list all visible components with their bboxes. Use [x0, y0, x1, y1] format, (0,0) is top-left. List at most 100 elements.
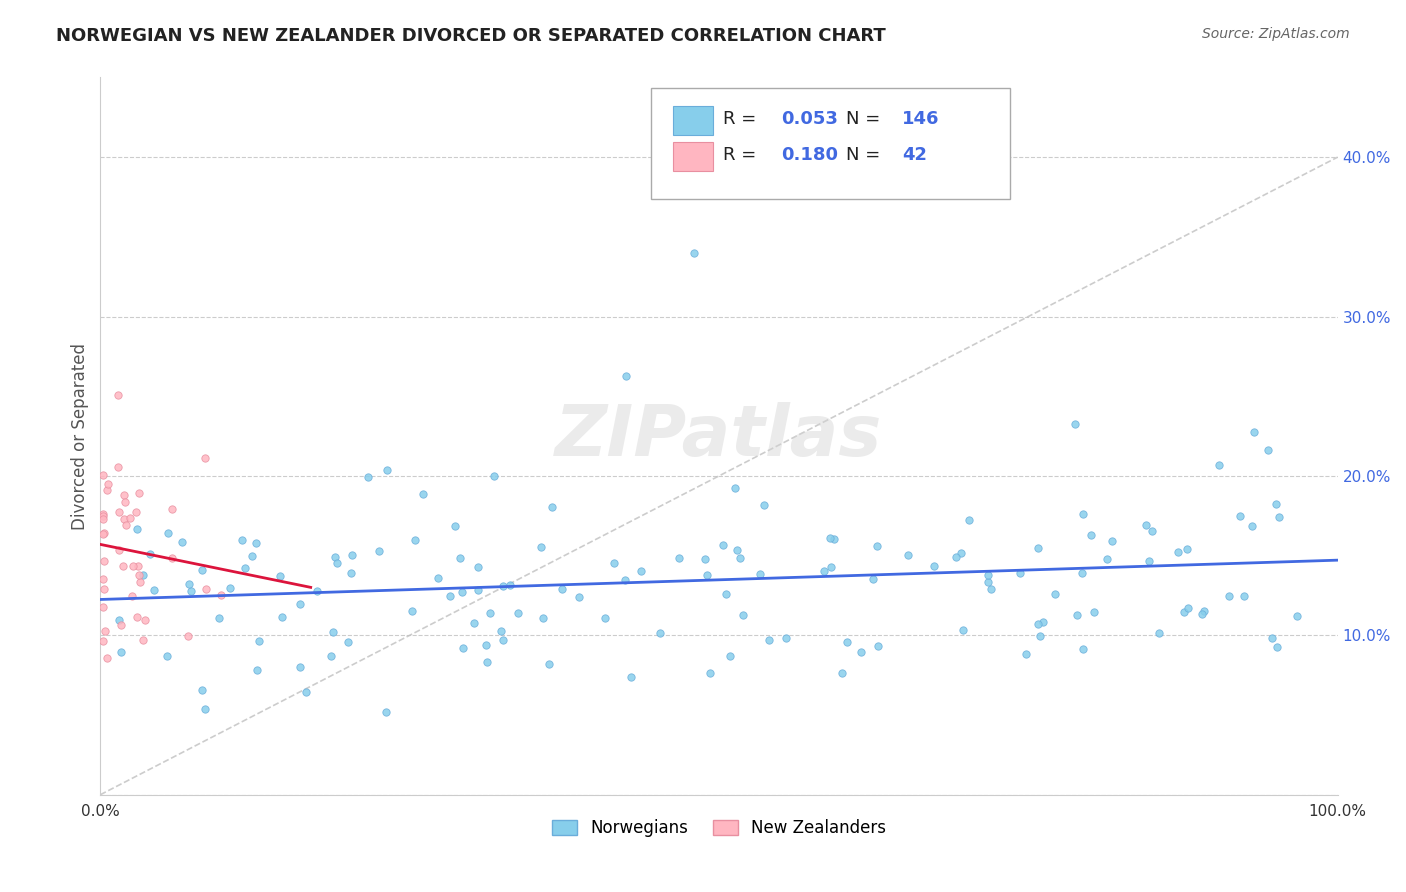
Point — [980, 582, 1002, 596]
Point — [1191, 607, 1213, 621]
Point — [614, 368, 637, 383]
Point — [541, 500, 564, 514]
Point — [110, 645, 132, 659]
Point — [475, 638, 498, 652]
Point — [1028, 616, 1050, 631]
Point — [731, 607, 754, 622]
Point — [112, 512, 135, 526]
Point — [683, 245, 706, 260]
Point — [865, 539, 887, 553]
Point — [718, 648, 741, 663]
Point — [295, 684, 318, 698]
Point — [401, 604, 423, 618]
Point — [450, 551, 472, 566]
Point — [714, 587, 737, 601]
Point — [1137, 554, 1160, 568]
Point — [307, 583, 329, 598]
Point — [323, 549, 346, 564]
Point — [1147, 625, 1170, 640]
Point — [93, 582, 115, 597]
Point — [134, 613, 156, 627]
Point — [1015, 647, 1038, 661]
Point — [711, 538, 734, 552]
Point — [112, 559, 135, 574]
Point — [439, 589, 461, 603]
Point — [1173, 606, 1195, 620]
Point — [219, 581, 242, 595]
Point — [957, 513, 980, 527]
Point — [108, 505, 131, 519]
Point — [375, 705, 398, 719]
Point — [127, 522, 149, 536]
Point — [180, 584, 202, 599]
Point — [177, 629, 200, 643]
Point — [950, 546, 973, 560]
FancyBboxPatch shape — [651, 88, 1010, 200]
Point — [538, 657, 561, 671]
Point — [107, 459, 129, 474]
Point — [240, 549, 263, 563]
Point — [475, 655, 498, 669]
Point — [823, 533, 845, 547]
Point — [322, 625, 344, 640]
Point — [128, 485, 150, 500]
Point — [1177, 600, 1199, 615]
Point — [1071, 508, 1094, 522]
Point — [118, 511, 141, 525]
Point — [1070, 566, 1092, 580]
Point — [208, 611, 231, 625]
Point — [91, 509, 114, 524]
Point — [160, 502, 183, 516]
Point — [319, 648, 342, 663]
Point — [1192, 604, 1215, 618]
Point — [696, 568, 718, 582]
Y-axis label: Divorced or Separated: Divorced or Separated — [72, 343, 89, 530]
Text: ZIPatlas: ZIPatlas — [555, 401, 883, 471]
Point — [1135, 518, 1157, 533]
Point — [191, 563, 214, 577]
Bar — [673, 142, 713, 170]
Point — [1167, 545, 1189, 559]
Point — [325, 556, 347, 570]
Point — [1260, 631, 1282, 645]
Point — [1175, 541, 1198, 556]
Point — [530, 541, 553, 555]
Point — [107, 542, 129, 557]
Point — [1071, 641, 1094, 656]
Point — [91, 633, 114, 648]
Text: N =: N = — [846, 110, 886, 128]
Text: Source: ZipAtlas.com: Source: ZipAtlas.com — [1202, 27, 1350, 41]
Point — [1064, 417, 1087, 431]
Point — [1142, 524, 1164, 538]
Point — [114, 495, 136, 509]
Point — [194, 582, 217, 596]
Point — [110, 618, 132, 632]
Point — [1083, 605, 1105, 619]
Point — [945, 549, 967, 564]
Point — [340, 566, 363, 581]
Point — [1229, 508, 1251, 523]
Text: NORWEGIAN VS NEW ZEALANDER DIVORCED OR SEPARATED CORRELATION CHART: NORWEGIAN VS NEW ZEALANDER DIVORCED OR S… — [56, 27, 886, 45]
Point — [775, 631, 797, 645]
Point — [593, 611, 616, 625]
Point — [157, 526, 180, 541]
Point — [270, 610, 292, 624]
Point — [1233, 589, 1256, 603]
Point — [479, 606, 502, 620]
Point — [121, 589, 143, 603]
Point — [128, 568, 150, 582]
Point — [467, 583, 489, 598]
Point — [1286, 608, 1309, 623]
Point — [849, 645, 872, 659]
Point — [724, 482, 747, 496]
Point — [125, 610, 148, 624]
Point — [342, 548, 364, 562]
Point — [1265, 640, 1288, 654]
Point — [125, 506, 148, 520]
Point — [699, 665, 721, 680]
Point — [862, 572, 884, 586]
Point — [375, 463, 398, 477]
Point — [1243, 425, 1265, 439]
Point — [492, 633, 515, 648]
Point — [648, 626, 671, 640]
